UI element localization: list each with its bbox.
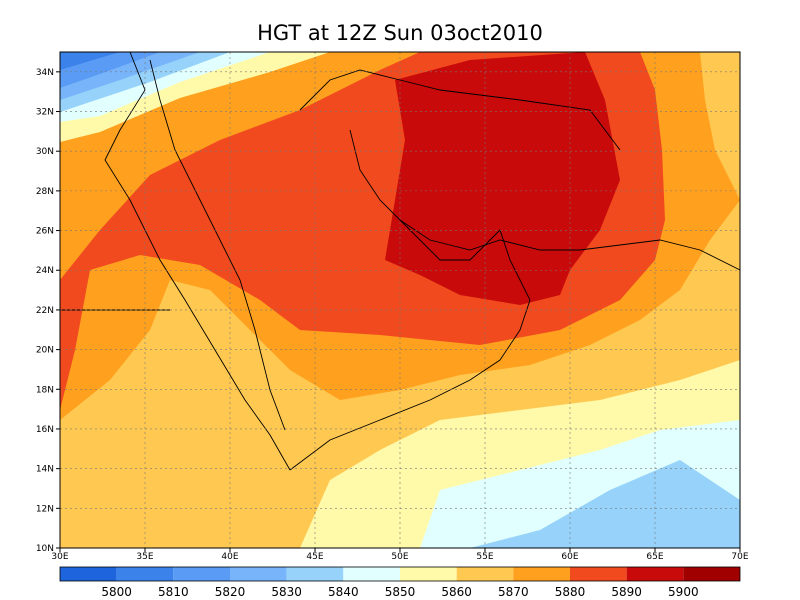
lon-label: 50E — [391, 552, 408, 562]
colorbar-swatch — [343, 567, 400, 581]
colorbar-swatch — [286, 567, 344, 581]
lat-label: 24N — [36, 266, 54, 276]
colorbar-label: 5900 — [668, 585, 699, 599]
colorbar-swatch — [513, 567, 570, 581]
colorbar-label: 5840 — [328, 585, 359, 599]
colorbar: 5800 5810 5820 5830 5840 5850 5860 5870 5880 5890… — [59, 566, 741, 599]
lat-label: 30N — [36, 147, 54, 157]
colorbar-label: 5880 — [555, 585, 586, 599]
colorbar-swatch — [60, 567, 117, 581]
colorbar-label: 5870 — [498, 585, 529, 599]
colorbar-label: 5890 — [611, 585, 642, 599]
lon-label: 30E — [51, 552, 68, 562]
colorbar-swatch — [456, 567, 514, 581]
lat-label: 16N — [36, 425, 54, 435]
colorbar-swatch — [626, 567, 684, 581]
lat-label: 34N — [36, 68, 54, 78]
lon-label: 70E — [731, 552, 748, 562]
colorbar-label: 5830 — [271, 585, 302, 599]
axis-labels: 10N 12N 14N 16N 18N 20N 22N 24N 26N 28N 30N 32N 34N 3… — [36, 68, 749, 562]
lat-label: 20N — [36, 346, 54, 356]
lon-label: 45E — [306, 552, 323, 562]
colorbar-swatch — [683, 567, 740, 581]
lat-label: 10N — [36, 544, 54, 554]
colorbar-swatch — [570, 567, 627, 581]
colorbar-label: 5800 — [101, 585, 132, 599]
colorbar-frame — [59, 566, 741, 582]
colorbar-swatch — [400, 567, 457, 581]
lat-label: 32N — [36, 108, 54, 118]
title: HGT at 12Z Sun 03oct2010 — [257, 21, 543, 45]
lon-label: 35E — [136, 552, 153, 562]
colorbar-label: 5820 — [215, 585, 246, 599]
lat-label: 22N — [36, 306, 54, 316]
colorbar-swatch — [173, 567, 230, 581]
colorbar-label: 5810 — [158, 585, 189, 599]
lat-label: 14N — [36, 465, 54, 475]
lat-label: 12N — [36, 504, 54, 514]
lat-label: 28N — [36, 187, 54, 197]
lat-label: 26N — [36, 227, 54, 237]
lon-label: 60E — [561, 552, 578, 562]
colorbar-swatch — [230, 567, 287, 581]
colorbar-swatch — [116, 567, 174, 581]
lon-label: 40E — [221, 552, 238, 562]
colorbar-label: 5850 — [385, 585, 416, 599]
colorbar-label: 5860 — [441, 585, 472, 599]
lon-label: 65E — [646, 552, 663, 562]
lon-label: 55E — [476, 552, 493, 562]
lat-label: 18N — [36, 385, 54, 395]
height-field — [60, 52, 740, 548]
graticule — [60, 52, 740, 548]
